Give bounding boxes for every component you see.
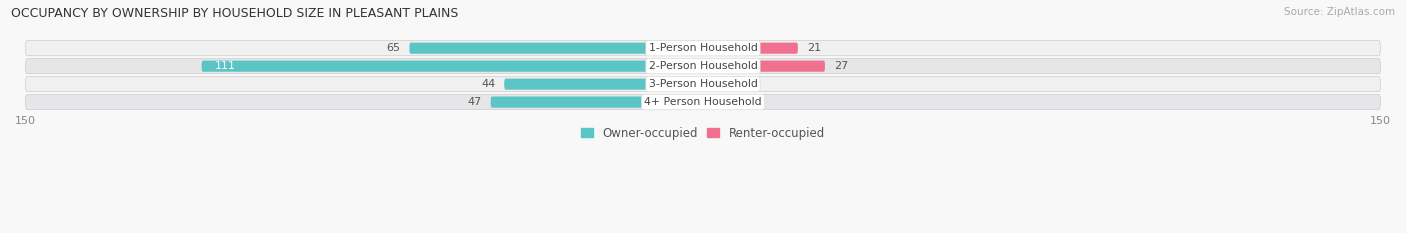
FancyBboxPatch shape — [505, 79, 703, 90]
FancyBboxPatch shape — [491, 96, 703, 108]
Text: 4: 4 — [730, 79, 737, 89]
Text: OCCUPANCY BY OWNERSHIP BY HOUSEHOLD SIZE IN PLEASANT PLAINS: OCCUPANCY BY OWNERSHIP BY HOUSEHOLD SIZE… — [11, 7, 458, 20]
Text: 47: 47 — [467, 97, 482, 107]
FancyBboxPatch shape — [703, 43, 797, 54]
Text: 65: 65 — [387, 43, 401, 53]
FancyBboxPatch shape — [703, 96, 744, 108]
FancyBboxPatch shape — [25, 59, 1381, 74]
Text: 27: 27 — [834, 61, 848, 71]
FancyBboxPatch shape — [25, 41, 1381, 56]
Text: 1-Person Household: 1-Person Household — [648, 43, 758, 53]
FancyBboxPatch shape — [703, 79, 721, 90]
Text: 9: 9 — [752, 97, 759, 107]
Text: Source: ZipAtlas.com: Source: ZipAtlas.com — [1284, 7, 1395, 17]
Text: 4+ Person Household: 4+ Person Household — [644, 97, 762, 107]
Text: 111: 111 — [215, 61, 236, 71]
Text: 21: 21 — [807, 43, 821, 53]
FancyBboxPatch shape — [409, 43, 703, 54]
FancyBboxPatch shape — [201, 61, 703, 72]
Text: 3-Person Household: 3-Person Household — [648, 79, 758, 89]
FancyBboxPatch shape — [25, 77, 1381, 92]
Text: 2-Person Household: 2-Person Household — [648, 61, 758, 71]
Text: 44: 44 — [481, 79, 495, 89]
Legend: Owner-occupied, Renter-occupied: Owner-occupied, Renter-occupied — [576, 122, 830, 144]
FancyBboxPatch shape — [703, 61, 825, 72]
FancyBboxPatch shape — [25, 95, 1381, 110]
